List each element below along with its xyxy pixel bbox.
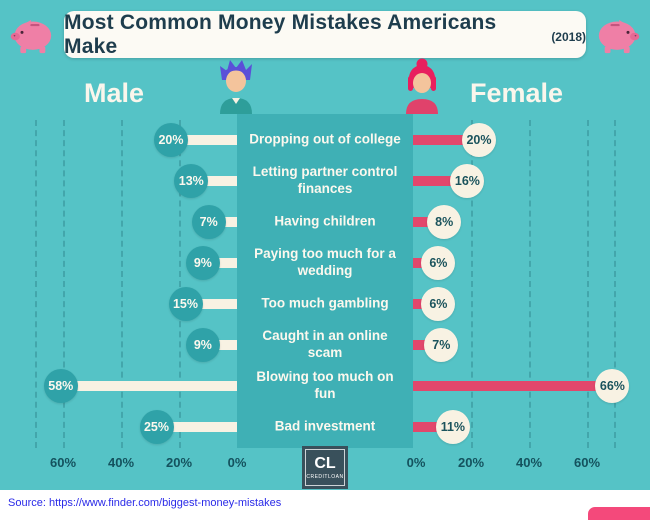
- male-value-bubble: 15%: [168, 287, 203, 322]
- source-link[interactable]: Source: https://www.finder.com/biggest-m…: [8, 497, 282, 509]
- category-label: Too much gambling: [261, 295, 389, 311]
- female-value-bubble: 11%: [435, 410, 470, 445]
- chart-row: 7% 8% Having children: [0, 201, 650, 242]
- male-value-bubble: 20%: [154, 122, 188, 157]
- female-bar: [413, 340, 434, 351]
- male-bar: [179, 134, 237, 145]
- page-title: Most Common Money Mistakes Americans Mak…: [64, 10, 497, 58]
- x-tick: 40%: [515, 455, 543, 470]
- logo-name: CREDITLOAN: [306, 473, 344, 480]
- female-value-label: 16%: [454, 173, 480, 188]
- male-value-label: 7%: [199, 214, 218, 229]
- x-tick: 0%: [227, 455, 247, 470]
- male-value-label: 15%: [172, 297, 199, 312]
- female-value-bubble: 66%: [595, 369, 630, 404]
- gridline: [529, 120, 531, 448]
- male-bar: [216, 216, 237, 227]
- chart-rows: 20% 20% Dropping out of college 13% 16% …: [0, 119, 650, 448]
- female-value-label: 20%: [466, 132, 492, 147]
- male-value-bubble: 13%: [174, 163, 209, 198]
- chart-row: 20% 20% Dropping out of college: [0, 119, 650, 160]
- gridline: [121, 120, 123, 448]
- chart-row: 15% 6% Too much gambling: [0, 284, 650, 325]
- logo-initials: CL: [314, 454, 336, 472]
- title-bar: Most Common Money Mistakes Americans Mak…: [64, 11, 586, 58]
- male-value-bubble: 58%: [43, 369, 78, 404]
- piggy-bank-icon: [7, 13, 57, 60]
- chart-row: 9% 7% Caught in an online scam: [0, 325, 650, 366]
- female-value-label: 6%: [429, 297, 448, 312]
- female-value-bubble: 6%: [421, 287, 456, 322]
- category-label: Caught in an online scam: [262, 328, 388, 361]
- x-tick: 60%: [573, 455, 601, 470]
- female-value-label: 66%: [599, 379, 625, 394]
- female-bar: [413, 216, 437, 227]
- x-tick: 0%: [406, 455, 426, 470]
- creditloan-logo-inner: CL CREDITLOAN: [305, 449, 345, 486]
- male-value-bubble: 25%: [139, 410, 174, 445]
- male-value-label: 58%: [48, 379, 74, 394]
- male-bar: [193, 299, 237, 310]
- gridline: [471, 120, 473, 448]
- category-band: [237, 114, 413, 448]
- female-value-label: 8%: [435, 214, 454, 229]
- female-value-bubble: 6%: [421, 245, 456, 280]
- title-year: (2018): [551, 30, 586, 44]
- gridline: [179, 120, 181, 448]
- piggy-bank-icon: [593, 13, 643, 60]
- female-avatar-icon: [402, 58, 442, 119]
- male-value-label: 25%: [143, 420, 170, 435]
- female-bar: [413, 175, 460, 186]
- female-column-header: Female: [470, 78, 564, 108]
- gridline: [35, 120, 37, 448]
- male-bar: [164, 422, 237, 433]
- footer-strip: Source: https://www.finder.com/biggest-m…: [0, 490, 650, 520]
- female-bar: [413, 134, 471, 145]
- chart-row: 9% 6% Paying too much for a wedding: [0, 242, 650, 283]
- chart-row: 13% 16% Letting partner control finances: [0, 160, 650, 201]
- x-tick: 60%: [49, 455, 77, 470]
- gridline: [614, 120, 616, 448]
- category-label: Blowing too much on fun: [256, 369, 394, 402]
- female-value-bubble: 8%: [427, 204, 462, 239]
- male-value-label: 13%: [178, 173, 204, 188]
- category-label: Bad investment: [274, 419, 376, 434]
- male-value-label: 20%: [158, 132, 184, 147]
- female-value-label: 11%: [440, 420, 466, 435]
- category-label: Dropping out of college: [249, 131, 401, 147]
- male-value-bubble: 9%: [185, 245, 220, 280]
- female-value-bubble: 7%: [424, 328, 459, 363]
- female-value-label: 6%: [429, 255, 448, 270]
- creditloan-logo: CL CREDITLOAN: [302, 446, 348, 489]
- chart-row: 58% 66% Blowing too much on fun: [0, 366, 650, 407]
- male-value-label: 9%: [193, 255, 212, 270]
- gridline: [587, 120, 589, 448]
- male-column-header: Male: [84, 78, 145, 108]
- male-value-bubble: 7%: [191, 204, 226, 239]
- x-tick: 20%: [457, 455, 485, 470]
- female-value-bubble: 16%: [450, 163, 485, 198]
- decorative-pink-bar: [588, 507, 650, 520]
- male-bar: [68, 381, 237, 392]
- x-tick: 40%: [107, 455, 135, 470]
- category-label: Letting partner control finances: [252, 163, 398, 196]
- male-bar: [210, 340, 237, 351]
- female-bar: [413, 381, 605, 392]
- gridline: [63, 120, 65, 448]
- chart-row: 25% 11% Bad investment: [0, 407, 650, 448]
- female-value-label: 7%: [432, 338, 451, 353]
- male-avatar-icon: [216, 58, 256, 119]
- category-label: Paying too much for a wedding: [254, 246, 396, 278]
- male-value-bubble: 9%: [185, 328, 220, 363]
- male-value-label: 9%: [193, 338, 212, 353]
- category-label: Having children: [274, 213, 376, 229]
- female-bar: [413, 422, 445, 433]
- male-bar: [199, 175, 237, 186]
- male-bar: [210, 257, 237, 268]
- x-tick: 20%: [165, 455, 193, 470]
- female-value-bubble: 20%: [462, 122, 496, 157]
